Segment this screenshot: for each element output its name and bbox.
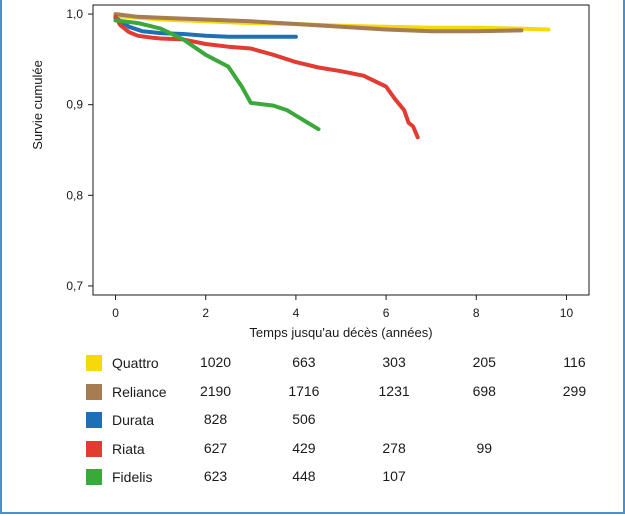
legend-swatch bbox=[86, 440, 102, 457]
risk-cell: 828 bbox=[203, 411, 228, 427]
legend-label: Quattro bbox=[112, 355, 159, 371]
risk-cell: 698 bbox=[472, 382, 496, 399]
risk-cell: 663 bbox=[292, 354, 316, 370]
risk-cell: 205 bbox=[472, 354, 496, 370]
risk-cell: 303 bbox=[382, 354, 406, 370]
legend-item-riata: Riata bbox=[86, 439, 202, 459]
risk-cell: 116 bbox=[563, 354, 586, 370]
legend-label: Riata bbox=[112, 440, 145, 457]
axis-layer: 0 2 4 6 8 10 0,7 0,8 0,9 1,0 bbox=[66, 7, 573, 320]
survival-chart: 0 2 4 6 8 10 0,7 0,8 0,9 1,0 Temps jusqu'au décès… bbox=[30, 4, 590, 340]
legend-item-quattro: Quattro bbox=[86, 353, 202, 373]
risk-cell: 1020 bbox=[199, 354, 232, 370]
plot-border bbox=[92, 4, 590, 296]
legend-item-durata: Durata bbox=[86, 410, 202, 430]
risk-cell: 506 bbox=[292, 411, 316, 427]
plot-area bbox=[92, 4, 590, 296]
risk-cell: 299 bbox=[562, 382, 587, 399]
y-tick-label: 0,8 bbox=[66, 188, 83, 202]
legend-swatch bbox=[86, 469, 102, 485]
legend-label: Durata bbox=[112, 412, 155, 428]
y-tick-label: 0,7 bbox=[66, 279, 83, 293]
x-tick-label: 6 bbox=[383, 306, 390, 320]
legend-label: Reliance bbox=[112, 383, 167, 400]
y-axis-title: Survie cumulée bbox=[30, 60, 45, 150]
legend-swatch bbox=[86, 412, 102, 428]
y-tick-label: 1,0 bbox=[66, 7, 83, 21]
x-axis-title: Temps jusqu'au décès (années) bbox=[249, 325, 432, 340]
x-tick-label: 0 bbox=[112, 306, 119, 320]
x-tick-label: 2 bbox=[202, 306, 209, 320]
legend-label: Fidelis bbox=[112, 469, 153, 485]
series-line-riata bbox=[113, 14, 420, 140]
x-tick-label: 8 bbox=[473, 306, 480, 320]
legend-swatch bbox=[86, 383, 102, 400]
risk-cell: 448 bbox=[292, 468, 316, 484]
risk-cell: 2190 bbox=[199, 382, 232, 399]
risk-cell: 278 bbox=[382, 439, 406, 456]
risk-cell: 429 bbox=[292, 439, 316, 456]
x-tick-label: 4 bbox=[293, 306, 300, 320]
risk-cell: 1716 bbox=[288, 382, 320, 399]
risk-cell: 107 bbox=[382, 468, 406, 484]
series-layer bbox=[113, 12, 551, 140]
series-line-durata bbox=[113, 15, 298, 39]
risk-cell: 627 bbox=[203, 439, 228, 456]
series-line-fidelis bbox=[113, 18, 321, 132]
risk-cell: 623 bbox=[203, 468, 228, 484]
risk-cell: 99 bbox=[476, 439, 493, 456]
risk-cell: 1231 bbox=[378, 382, 410, 399]
y-tick-label: 0,9 bbox=[66, 98, 83, 112]
legend-item-fidelis: Fidelis bbox=[86, 467, 202, 487]
x-tick-label: 10 bbox=[560, 306, 574, 320]
legend-swatch bbox=[86, 355, 102, 371]
legend-item-reliance: Reliance bbox=[86, 382, 202, 402]
series-line-reliance bbox=[113, 12, 524, 34]
